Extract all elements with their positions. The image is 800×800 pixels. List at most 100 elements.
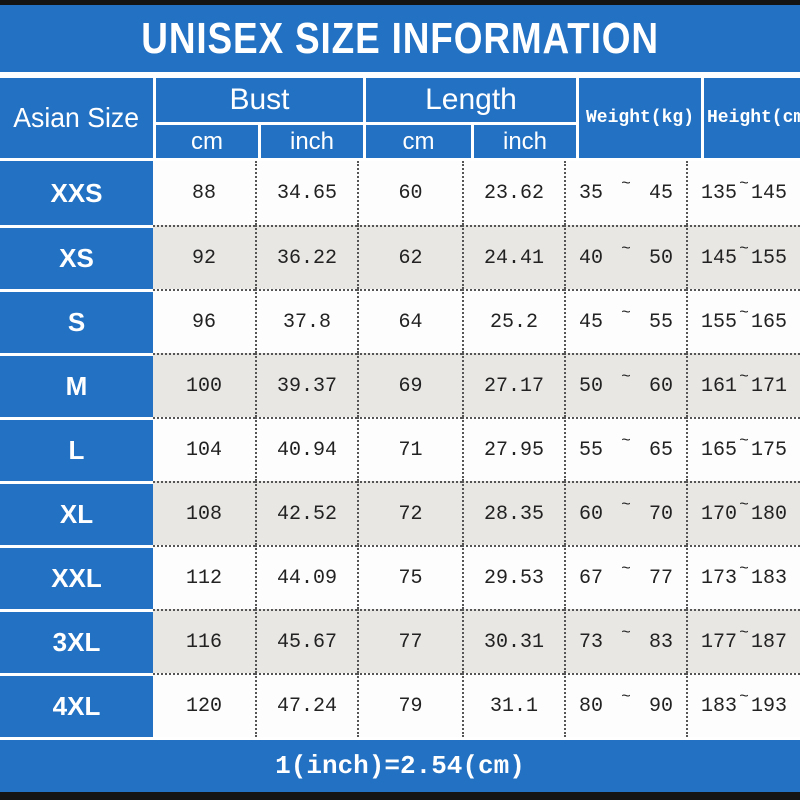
size-label: 3XL bbox=[0, 609, 153, 673]
bust-cm-value: 88 bbox=[153, 161, 255, 225]
table-row: XS 92 36.22 62 24.41 40 ~50 145 ~155 bbox=[0, 225, 800, 289]
length-inch-value: 27.95 bbox=[462, 417, 564, 481]
bust-cm-value: 108 bbox=[153, 481, 255, 545]
bust-inch-value: 47.24 bbox=[255, 673, 357, 737]
length-inch-value: 25.2 bbox=[462, 289, 564, 353]
tilde-symbol: ~ bbox=[621, 368, 631, 386]
bust-inch-value: 44.09 bbox=[255, 545, 357, 609]
tilde-symbol: ~ bbox=[621, 432, 631, 450]
length-cm-value: 69 bbox=[357, 353, 462, 417]
table-row: XXS 88 34.65 60 23.62 35 ~45 135 ~145 bbox=[0, 161, 800, 225]
length-cm-value: 62 bbox=[357, 225, 462, 289]
length-inch-value: 27.17 bbox=[462, 353, 564, 417]
length-cm-value: 72 bbox=[357, 481, 462, 545]
table-row: 3XL 116 45.67 77 30.31 73 ~83 177 ~187 bbox=[0, 609, 800, 673]
height-range: 145 ~155 bbox=[686, 225, 800, 289]
height-range: 135 ~145 bbox=[686, 161, 800, 225]
bust-inch-value: 40.94 bbox=[255, 417, 357, 481]
tilde-symbol: ~ bbox=[621, 175, 631, 193]
height-range: 155 ~165 bbox=[686, 289, 800, 353]
length-inch-value: 24.41 bbox=[462, 225, 564, 289]
bust-inch-value: 45.67 bbox=[255, 609, 357, 673]
tilde-symbol: ~ bbox=[621, 240, 631, 258]
size-label: S bbox=[0, 289, 153, 353]
tilde-symbol: ~ bbox=[621, 688, 631, 706]
tilde-symbol: ~ bbox=[739, 432, 749, 450]
length-inch-value: 29.53 bbox=[462, 545, 564, 609]
header-asian-size: Asian Size bbox=[0, 78, 153, 158]
height-range: 173 ~183 bbox=[686, 545, 800, 609]
tilde-symbol: ~ bbox=[621, 560, 631, 578]
table-row: M 100 39.37 69 27.17 50 ~60 161 ~171 bbox=[0, 353, 800, 417]
bust-cm-value: 92 bbox=[153, 225, 255, 289]
length-inch-value: 23.62 bbox=[462, 161, 564, 225]
weight-range: 40 ~50 bbox=[564, 225, 686, 289]
header-length-cm: cm bbox=[366, 125, 471, 158]
top-border-bar bbox=[0, 0, 800, 5]
size-label: M bbox=[0, 353, 153, 417]
weight-range: 67 ~77 bbox=[564, 545, 686, 609]
size-label: XS bbox=[0, 225, 153, 289]
size-label: XXS bbox=[0, 161, 153, 225]
length-cm-value: 60 bbox=[357, 161, 462, 225]
bust-cm-value: 120 bbox=[153, 673, 255, 737]
height-range: 165 ~175 bbox=[686, 417, 800, 481]
table-row: XL 108 42.52 72 28.35 60 ~70 170 ~180 bbox=[0, 481, 800, 545]
size-label: L bbox=[0, 417, 153, 481]
length-cm-value: 75 bbox=[357, 545, 462, 609]
header-bust-inch: inch bbox=[261, 125, 363, 158]
weight-range: 55 ~65 bbox=[564, 417, 686, 481]
bust-inch-value: 36.22 bbox=[255, 225, 357, 289]
weight-range: 45 ~55 bbox=[564, 289, 686, 353]
bust-inch-value: 37.8 bbox=[255, 289, 357, 353]
weight-range: 50 ~60 bbox=[564, 353, 686, 417]
tilde-symbol: ~ bbox=[739, 240, 749, 258]
height-range: 183 ~193 bbox=[686, 673, 800, 737]
length-inch-value: 30.31 bbox=[462, 609, 564, 673]
weight-range: 80 ~90 bbox=[564, 673, 686, 737]
weight-range: 35 ~45 bbox=[564, 161, 686, 225]
length-cm-value: 79 bbox=[357, 673, 462, 737]
weight-range: 60 ~70 bbox=[564, 481, 686, 545]
bust-cm-value: 96 bbox=[153, 289, 255, 353]
height-range: 170 ~180 bbox=[686, 481, 800, 545]
bust-cm-value: 112 bbox=[153, 545, 255, 609]
table-row: L 104 40.94 71 27.95 55 ~65 165 ~175 bbox=[0, 417, 800, 481]
header-weight: Weight(kg) bbox=[579, 78, 701, 158]
bust-inch-value: 39.37 bbox=[255, 353, 357, 417]
header-bust-group: Bust bbox=[156, 78, 363, 122]
bust-cm-value: 100 bbox=[153, 353, 255, 417]
header-length-group: Length bbox=[366, 78, 576, 122]
header-length-inch: inch bbox=[474, 125, 576, 158]
length-cm-value: 71 bbox=[357, 417, 462, 481]
tilde-symbol: ~ bbox=[739, 688, 749, 706]
tilde-symbol: ~ bbox=[739, 624, 749, 642]
header-bust-cm: cm bbox=[156, 125, 258, 158]
tilde-symbol: ~ bbox=[739, 560, 749, 578]
conversion-note: 1(inch)=2.54(cm) bbox=[275, 751, 525, 781]
footer-bar: 1(inch)=2.54(cm) bbox=[0, 740, 800, 792]
size-label: 4XL bbox=[0, 673, 153, 737]
divider bbox=[0, 72, 800, 78]
title-bar: UNISEX SIZE INFORMATION bbox=[0, 5, 800, 72]
bust-cm-value: 104 bbox=[153, 417, 255, 481]
table-header: Asian Size Bust Length Weight(kg) Height… bbox=[0, 78, 800, 158]
bust-inch-value: 34.65 bbox=[255, 161, 357, 225]
weight-range: 73 ~83 bbox=[564, 609, 686, 673]
length-cm-value: 64 bbox=[357, 289, 462, 353]
size-label: XL bbox=[0, 481, 153, 545]
tilde-symbol: ~ bbox=[739, 368, 749, 386]
tilde-symbol: ~ bbox=[621, 496, 631, 514]
table-row: S 96 37.8 64 25.2 45 ~55 155 ~165 bbox=[0, 289, 800, 353]
height-range: 177 ~187 bbox=[686, 609, 800, 673]
page-title: UNISEX SIZE INFORMATION bbox=[141, 13, 659, 63]
length-inch-value: 28.35 bbox=[462, 481, 564, 545]
tilde-symbol: ~ bbox=[739, 175, 749, 193]
size-label: XXL bbox=[0, 545, 153, 609]
table-row: XXL 112 44.09 75 29.53 67 ~77 173 ~183 bbox=[0, 545, 800, 609]
tilde-symbol: ~ bbox=[739, 496, 749, 514]
table-body: XXS 88 34.65 60 23.62 35 ~45 135 ~145 XS 9… bbox=[0, 161, 800, 737]
height-range: 161 ~171 bbox=[686, 353, 800, 417]
bottom-border-bar bbox=[0, 792, 800, 800]
tilde-symbol: ~ bbox=[621, 624, 631, 642]
